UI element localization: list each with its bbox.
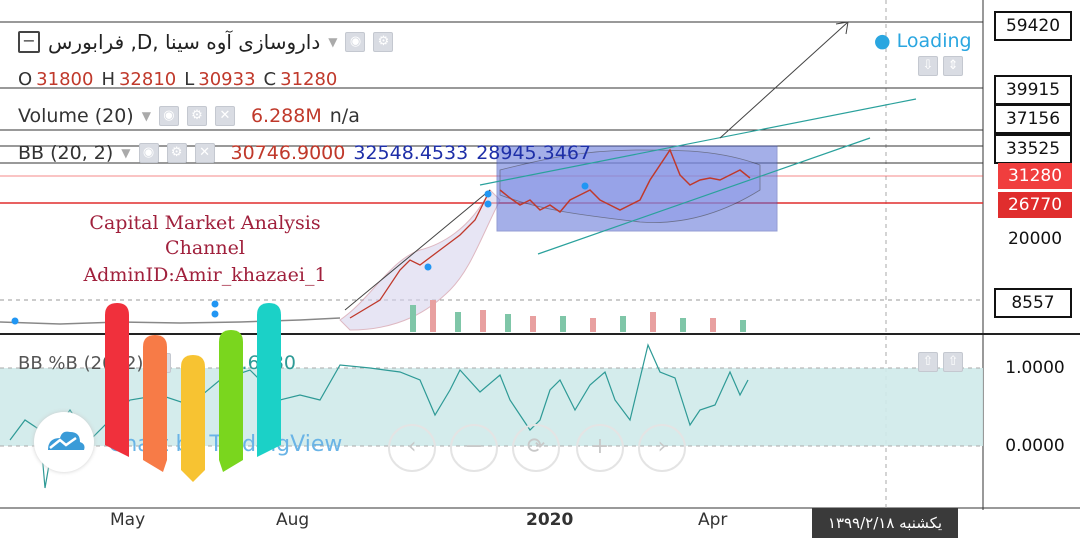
bb-value-upper: 32548.4533 xyxy=(353,142,469,164)
volume-legend: Volume (20) ▼ ◉ ⚙ ✕ 6.288M n/a xyxy=(18,103,360,129)
watermark-line1: Capital Market Analysis xyxy=(89,212,321,234)
ohlc-low-label: L xyxy=(184,68,195,90)
gear-icon[interactable]: ⚙ xyxy=(373,32,394,52)
scale-buttons-bottom: ⇧ ⇧ xyxy=(918,350,964,372)
time-label: Aug xyxy=(276,510,310,530)
volume-extra: n/a xyxy=(329,105,360,127)
volume-bars xyxy=(410,300,746,332)
price-label: 20000 xyxy=(1007,229,1063,249)
eye-icon[interactable]: ◉ xyxy=(138,143,159,163)
scale-updown-icon[interactable]: ⇕ xyxy=(943,56,964,76)
price-label: 33525 xyxy=(994,134,1072,164)
arrow-line-target xyxy=(719,21,849,139)
watermark-line2: Channel xyxy=(165,237,245,259)
price-label: 39915 xyxy=(994,75,1072,105)
signal-dot xyxy=(11,317,19,325)
arrow-head xyxy=(835,21,849,35)
loading-indicator: ● Loading xyxy=(874,30,972,52)
logo-bar xyxy=(143,335,167,472)
eye-icon[interactable]: ◉ xyxy=(345,32,366,52)
price-label-top: 59420 xyxy=(994,11,1072,41)
logo-bar xyxy=(105,303,129,457)
volume-value: 6.288M xyxy=(250,105,322,127)
pct-label: 0.0000 xyxy=(1005,436,1065,456)
gear-icon[interactable]: ⚙ xyxy=(186,106,207,126)
scale-up-icon[interactable]: ⇧ xyxy=(943,352,964,372)
bb-label[interactable]: BB (20, 2) xyxy=(18,142,114,164)
ohlc-close: 31280 xyxy=(280,68,338,90)
channel-logo xyxy=(105,303,281,482)
close-icon[interactable]: ✕ xyxy=(194,143,215,163)
date-badge: یکشنبه ۱۳۹۹/۲/۱۸ xyxy=(812,508,958,538)
close-icon[interactable]: ✕ xyxy=(214,106,235,126)
chevron-down-icon[interactable]: ▼ xyxy=(121,146,131,160)
loading-dot-icon: ● xyxy=(874,30,891,52)
symbol-legend: − داروسازی آوه سینا ,D, فرابورس ▼ ◉ ⚙ xyxy=(18,29,394,55)
price-label: 37156 xyxy=(994,104,1072,134)
zoom-out-button[interactable]: − xyxy=(450,424,498,472)
signal-dot xyxy=(211,310,219,318)
ohlc-high: 32810 xyxy=(118,68,177,90)
signal-dot xyxy=(424,263,432,271)
ohlc-open-label: O xyxy=(18,68,33,90)
candles-series-rise xyxy=(349,189,491,319)
trendline-lower xyxy=(537,137,871,255)
symbol-name[interactable]: داروسازی آوه سینا ,D, فرابورس xyxy=(48,30,321,54)
logo-bar xyxy=(181,355,205,482)
time-label: 2020 xyxy=(526,510,574,530)
bb-value-basis: 30746.9000 xyxy=(230,142,346,164)
pct-label: 1.0000 xyxy=(1005,358,1065,378)
candles-series-flat xyxy=(0,317,341,325)
bb-legend: BB (20, 2) ▼ ◉ ⚙ ✕ 30746.9000 32548.4533… xyxy=(18,140,591,166)
ohlc-high-label: H xyxy=(101,68,115,90)
current-price-label: 31280 xyxy=(998,163,1072,189)
ohlc-close-label: C xyxy=(263,68,277,90)
ohlc-open: 31800 xyxy=(36,68,94,90)
watermark-line3: AdminID:Amir_khazaei_1 xyxy=(83,264,327,286)
bb-value-lower: 28945.3467 xyxy=(476,142,592,164)
eye-icon[interactable]: ◉ xyxy=(158,106,179,126)
support-price-label: 26770 xyxy=(998,192,1072,218)
scale-down-icon[interactable]: ⇩ xyxy=(918,56,938,76)
collapse-icon[interactable]: − xyxy=(18,31,40,53)
ohlc-low: 30933 xyxy=(198,68,256,90)
logo-bar xyxy=(219,330,243,472)
scale-buttons-top: ⇩ ⇕ xyxy=(918,54,964,76)
chevron-down-icon[interactable]: ▼ xyxy=(141,109,151,123)
trendline-upper xyxy=(479,98,917,186)
time-label: May xyxy=(110,510,146,530)
scroll-back-button[interactable]: ‹ xyxy=(388,424,436,472)
time-label: Apr xyxy=(698,510,728,530)
ohlc-row: O 31800 H 32810 L 30933 C 31280 xyxy=(18,66,337,92)
reset-button[interactable]: ⟳ xyxy=(512,424,560,472)
arrow-line-rise xyxy=(344,189,491,311)
loading-text: Loading xyxy=(896,30,972,52)
price-label: 8557 xyxy=(994,288,1072,318)
scroll-forward-button[interactable]: › xyxy=(638,424,686,472)
signal-dot xyxy=(211,300,219,308)
logo-bar xyxy=(257,303,281,457)
signal-dot xyxy=(484,190,492,198)
chevron-down-icon[interactable]: ▼ xyxy=(328,35,338,49)
candles-series xyxy=(499,148,751,214)
gear-icon[interactable]: ⚙ xyxy=(166,143,187,163)
zoom-in-button[interactable]: + xyxy=(576,424,624,472)
signal-dot xyxy=(484,200,492,208)
tradingview-logo-icon[interactable] xyxy=(34,412,94,472)
signal-dot xyxy=(581,182,589,190)
scale-up-icon[interactable]: ⇧ xyxy=(918,352,938,372)
volume-label[interactable]: Volume (20) xyxy=(18,105,134,127)
